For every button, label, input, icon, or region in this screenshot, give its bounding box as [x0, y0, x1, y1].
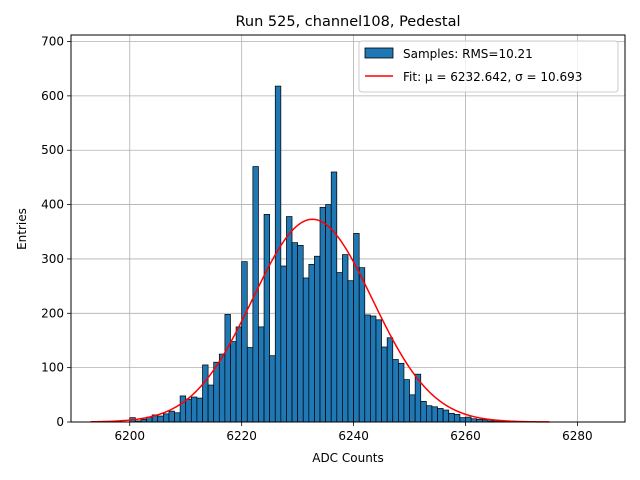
- chart-title: Run 525, channel108, Pedestal: [235, 14, 460, 30]
- fit-curve: [90, 218, 550, 423]
- legend: Samples: RMS=10.21 Fit: μ = 6232.642, σ …: [358, 40, 619, 93]
- histogram-bar-6244: [375, 319, 382, 423]
- histogram-bar-6206: [162, 413, 170, 423]
- y-tick-label-7: 700: [41, 35, 64, 49]
- histogram-bar-6227: [280, 265, 287, 423]
- histogram-bar-6240: [353, 233, 360, 423]
- legend-box: [358, 40, 619, 93]
- plot-frame: [70, 34, 626, 423]
- histogram-bar-6225: [269, 355, 276, 423]
- legend-fit-label: Fit: μ = 6232.642, σ = 10.693: [403, 70, 582, 84]
- x-axis-label: ADC Counts: [312, 451, 384, 465]
- histogram-bar-6210: [185, 398, 192, 423]
- histogram-bar-6252: [420, 400, 427, 423]
- histogram-bar-6220: [241, 261, 248, 423]
- histogram-bar-6254: [431, 406, 438, 423]
- x-tick-label-2: 6240: [338, 429, 369, 443]
- y-tick-label-3: 300: [41, 252, 64, 266]
- histogram-bar-6212: [196, 397, 203, 423]
- histogram-bar-6229: [291, 242, 298, 423]
- histogram-bar-6228: [286, 216, 293, 423]
- histogram-bar-6238: [342, 254, 349, 423]
- histogram-bar-6223: [258, 326, 265, 423]
- y-tick-label-2: 200: [41, 306, 64, 320]
- gaussian-fit-line: [90, 218, 550, 423]
- histogram-bar-6208: [174, 412, 181, 423]
- histogram-bar-6250: [409, 394, 416, 423]
- histogram-bar-6243: [370, 315, 377, 423]
- histogram-bar-6205: [157, 415, 164, 423]
- histogram-bar-6209: [179, 395, 187, 423]
- histogram-bar-6237: [336, 272, 343, 423]
- y-axis-label: Entries: [15, 208, 29, 250]
- x-tick-label-0: 6200: [114, 429, 145, 443]
- histogram-bar-6249: [403, 379, 410, 423]
- legend-histogram-label: Samples: RMS=10.21: [403, 47, 533, 61]
- histogram-bar-6239: [347, 280, 354, 423]
- histogram-bar-6255: [437, 408, 444, 423]
- histogram-bar-6246: [386, 337, 394, 423]
- histogram-bar-6224: [263, 214, 271, 423]
- histogram-bar-6218: [230, 341, 237, 423]
- histogram-bar-6245: [381, 346, 388, 423]
- legend-histogram-swatch: [364, 47, 394, 59]
- histogram-bar-6253: [425, 405, 433, 423]
- x-axis-ticks: 6200 6220 6240 6260 6280: [114, 422, 593, 443]
- x-tick-label-3: 6260: [450, 429, 481, 443]
- histogram-bar-6241: [358, 267, 366, 423]
- x-tick-label-4: 6280: [562, 429, 593, 443]
- histogram-bar-6258: [453, 414, 461, 423]
- histogram-bar-6230: [297, 244, 304, 423]
- y-axis-ticks: 0 100 200 300 400 500 600 700: [41, 35, 71, 429]
- histogram-bar-6211: [190, 396, 198, 423]
- histogram-bar-6236: [330, 171, 338, 423]
- y-tick-label-5: 500: [41, 143, 64, 157]
- histogram-bar-6257: [448, 412, 455, 423]
- histogram-bar-6233: [314, 255, 321, 423]
- histogram-bar-6217: [224, 314, 231, 423]
- histogram-bar-6248: [398, 362, 405, 423]
- histogram-bar-6221: [246, 347, 254, 423]
- histogram-bar-6216: [218, 353, 226, 423]
- histogram-bar-6207: [168, 410, 175, 423]
- histogram-bar-6256: [442, 409, 450, 423]
- histogram-bar-6235: [325, 204, 332, 423]
- histogram-bar-6259: [459, 417, 466, 423]
- histogram-bar-6247: [392, 359, 399, 423]
- y-tick-label-0: 0: [56, 415, 64, 429]
- histogram-bar-6234: [319, 206, 326, 423]
- y-tick-label-6: 600: [41, 89, 64, 103]
- x-tick-label-1: 6220: [226, 429, 257, 443]
- y-tick-label-1: 100: [41, 361, 64, 375]
- y-tick-label-4: 400: [41, 198, 64, 212]
- histogram-bar-6215: [213, 361, 220, 423]
- grid: [71, 35, 625, 423]
- histogram-bar-6260: [465, 416, 472, 423]
- histogram-bar-6232: [308, 264, 315, 423]
- histogram-bar-6242: [364, 314, 371, 423]
- histogram-bar-6219: [235, 326, 243, 423]
- histogram-bars: [129, 85, 528, 423]
- histogram-bar-6214: [207, 384, 215, 423]
- histogram-bar-6213: [202, 364, 209, 423]
- histogram-bar-6231: [302, 277, 310, 423]
